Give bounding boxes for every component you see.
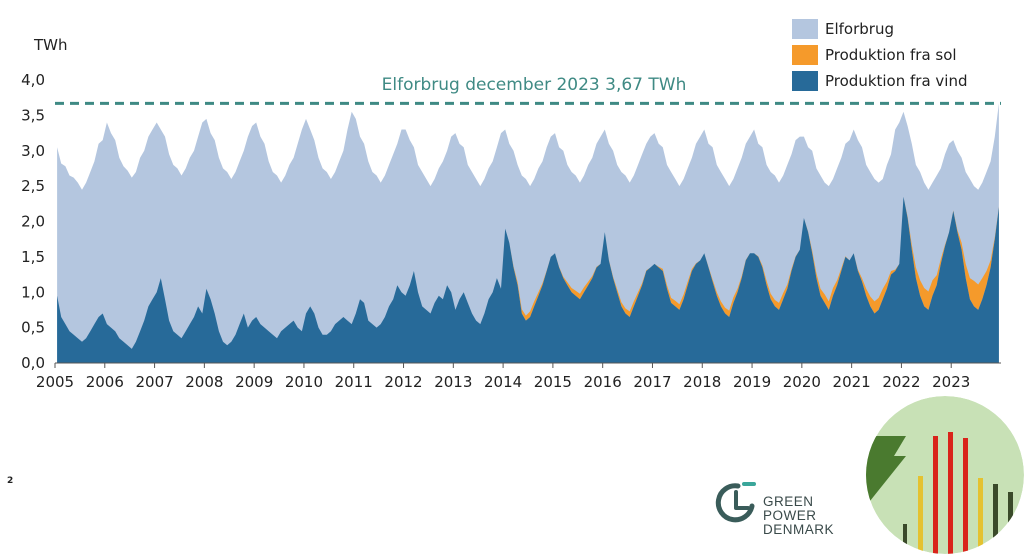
- reference-line-label: Elforbrug december 2023 3,67 TWh: [382, 75, 687, 95]
- y-tick-label: 2,5: [21, 177, 45, 195]
- x-tick-label: 2005: [36, 373, 74, 391]
- green-power-denmark-logo: GREEN POWER DENMARK: [714, 478, 854, 538]
- chart: Elforbrug december 2023 3,67 TWh 4,0 3,5 3…: [21, 19, 1001, 391]
- legend-swatch: [792, 45, 818, 65]
- x-tick-label: 2009: [235, 373, 273, 391]
- y-tick-label: 0,5: [21, 319, 45, 337]
- x-tick-label: 2016: [584, 373, 622, 391]
- legend-swatch: [792, 19, 818, 39]
- x-tick-label: 2020: [783, 373, 821, 391]
- x-tick-label: 2018: [683, 373, 721, 391]
- y-tick-label: 3,0: [21, 142, 45, 160]
- y-axis: 4,0 3,5 3,0 2,5 2,0 1,5 1,0 0,5 0,0: [21, 71, 45, 372]
- x-tick-label: 2010: [285, 373, 323, 391]
- area-produktion-fra-sol: [57, 196, 999, 349]
- x-tick-label: 2012: [384, 373, 422, 391]
- green-power-denmark-logo-icon: [715, 482, 756, 523]
- y-axis-unit-label: TWh: [33, 36, 68, 54]
- x-tick-label: 2017: [633, 373, 671, 391]
- y-tick-label: 2,0: [21, 213, 45, 231]
- x-tick-label: 2021: [833, 373, 871, 391]
- legend-swatch: [792, 71, 818, 91]
- logo-text-green: GREEN: [763, 494, 814, 509]
- reference-line-group: Elforbrug december 2023 3,67 TWh: [55, 75, 1001, 105]
- x-tick-label: 2022: [882, 373, 920, 391]
- x-tick-label: 2006: [86, 373, 124, 391]
- chart-areas: [57, 103, 999, 364]
- x-tick-label: 2014: [484, 373, 522, 391]
- x-tick-label: 2023: [932, 373, 970, 391]
- logo-text-power: POWER: [763, 508, 817, 523]
- legend-label: Produktion fra vind: [825, 72, 968, 90]
- x-tick-label: 2015: [534, 373, 572, 391]
- y-tick-label: 1,0: [21, 283, 45, 301]
- x-tick-label: 2008: [185, 373, 223, 391]
- decorative-bar-badge: [866, 396, 1024, 554]
- y-tick-label: 0,0: [21, 354, 45, 372]
- x-tick-label: 2019: [733, 373, 771, 391]
- y-tick-label: 4,0: [21, 71, 45, 89]
- x-tick-label: 2011: [335, 373, 373, 391]
- legend-label: Produktion fra sol: [825, 46, 957, 64]
- slide-number: 2: [7, 476, 14, 486]
- x-axis: 2005 2006 2007 2008 2009 2010 2011 2012 2013 2014…: [36, 362, 1001, 391]
- legend-label: Elforbrug: [825, 20, 894, 38]
- logo-text-denmark: DENMARK: [763, 522, 835, 537]
- legend: Elforbrug Produktion fra sol Produktion fr…: [792, 19, 968, 91]
- x-tick-label: 2013: [434, 373, 472, 391]
- y-tick-label: 3,5: [21, 106, 45, 124]
- x-tick-label: 2007: [135, 373, 173, 391]
- area-produktion-fra-vind: [57, 196, 999, 363]
- y-tick-label: 1,5: [21, 248, 45, 266]
